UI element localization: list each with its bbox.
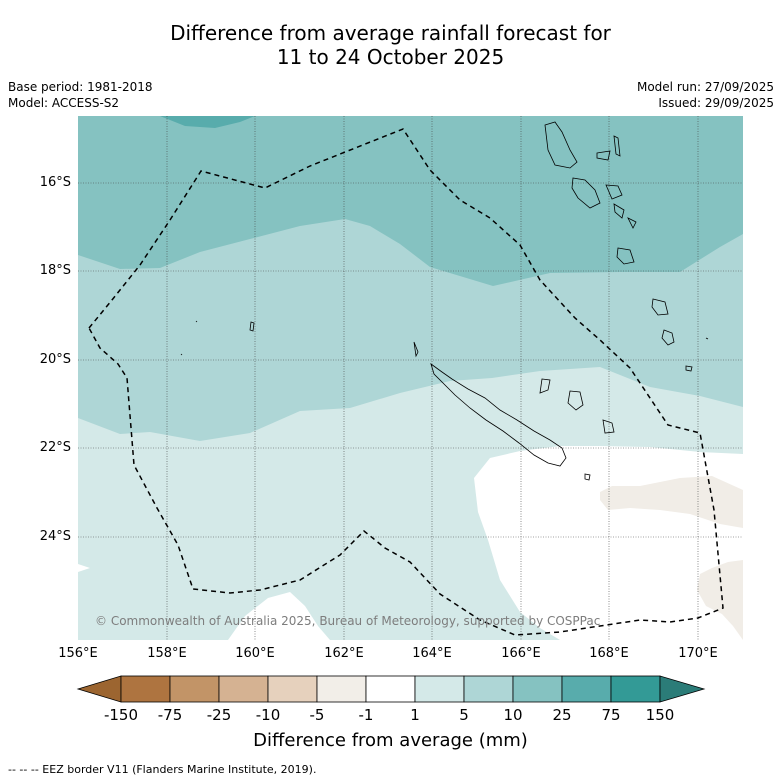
- model-text: Model: ACCESS-S2: [8, 96, 120, 110]
- colorbar-swatch: [120, 675, 171, 703]
- rainfall-zone-neutral-west: [228, 592, 330, 640]
- colorbar-tick-label: -10: [255, 706, 281, 724]
- colorbar-tick-label: 10: [503, 706, 523, 724]
- colorbar-tick-label: -150: [103, 706, 139, 724]
- colorbar-swatch: [365, 675, 416, 703]
- colorbar-tick-label: 25: [552, 706, 572, 724]
- colorbar-title: Difference from average (mm): [253, 730, 528, 751]
- colorbar-extend-low: [76, 675, 122, 703]
- lat-label-24s: 24°S: [39, 529, 71, 544]
- lon-label-168e: 168°E: [589, 646, 629, 661]
- colorbar-swatch: [218, 675, 269, 703]
- issued-text: Issued: 29/09/2025: [658, 96, 774, 110]
- eez-footnote: -- -- -- EEZ border V11 (Flanders Marine…: [8, 763, 317, 776]
- lon-label-162e: 162°E: [324, 646, 364, 661]
- colorbar-tick-label: 75: [601, 706, 621, 724]
- eez-border: [88, 128, 724, 636]
- lat-label-18s: 18°S: [39, 263, 71, 278]
- lat-label-16s: 16°S: [39, 175, 71, 190]
- rainfall-zone-10-25: [78, 116, 743, 286]
- colorbar-tick-label: 150: [645, 706, 675, 724]
- lon-label-160e: 160°E: [235, 646, 275, 661]
- base-period-text: Base period: 1981-2018: [8, 80, 153, 94]
- lon-label-166e: 166°E: [501, 646, 541, 661]
- rainfall-zone-dry-southeast: [697, 560, 743, 640]
- lat-label-22s: 22°S: [39, 440, 71, 455]
- colorbar-swatch: [561, 675, 612, 703]
- meta-left: Base period: 1981-2018 Model: ACCESS-S2: [8, 79, 153, 111]
- colorbar-swatch: [610, 675, 661, 703]
- colorbar-swatch: [267, 675, 318, 703]
- colorbar-tick-label: -1: [358, 706, 374, 724]
- colorbar-extend-high: [659, 675, 706, 703]
- colorbar-swatch: [463, 675, 514, 703]
- colorbar-tick-label: -5: [309, 706, 325, 724]
- colorbar-tick-label: -25: [206, 706, 232, 724]
- lon-label-156e: 156°E: [58, 646, 98, 661]
- colorbar-swatch: [512, 675, 563, 703]
- lat-label-20s: 20°S: [39, 352, 71, 367]
- colorbar-swatch: [169, 675, 220, 703]
- rainfall-zone-25-75: [160, 116, 255, 128]
- colorbar-swatch: [316, 675, 367, 703]
- island-espiritu-santo: [544, 121, 578, 169]
- lon-label-170e: 170°E: [678, 646, 718, 661]
- map-title-line2: 11 to 24 October 2025: [276, 45, 505, 69]
- colorbar-tick-label: -75: [157, 706, 183, 724]
- meta-right: Model run: 27/09/2025 Issued: 29/09/2025: [637, 79, 774, 111]
- copyright-text: © Commonwealth of Australia 2025, Bureau…: [95, 614, 601, 628]
- colorbar: [76, 675, 706, 703]
- colorbar-swatch: [414, 675, 465, 703]
- map-gridlines: [78, 116, 743, 640]
- lon-label-158e: 158°E: [147, 646, 187, 661]
- island-new-caledonia: [430, 362, 567, 467]
- model-run-text: Model run: 27/09/2025: [636, 80, 774, 94]
- land-outlines: [180, 121, 709, 481]
- colorbar-tick-label: 1: [410, 706, 420, 724]
- rainfall-zone-dry-east: [600, 476, 743, 528]
- map-title-line1: Difference from average rainfall forecas…: [170, 21, 611, 45]
- colorbar-tick-label: 5: [459, 706, 469, 724]
- rainfall-zone-neutral-edge: [78, 564, 90, 572]
- lon-label-164e: 164°E: [412, 646, 452, 661]
